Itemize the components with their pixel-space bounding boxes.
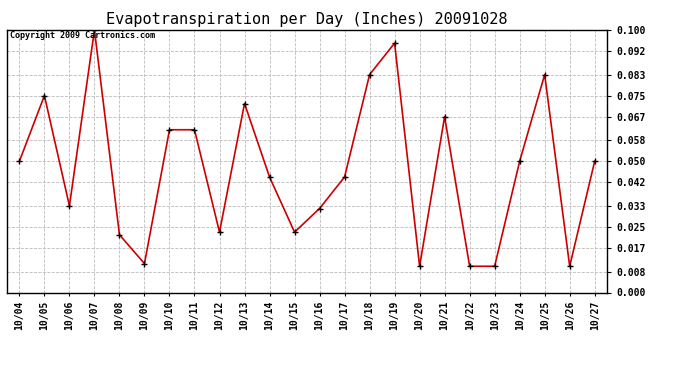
Title: Evapotranspiration per Day (Inches) 20091028: Evapotranspiration per Day (Inches) 2009… bbox=[106, 12, 508, 27]
Text: Copyright 2009 Cartronics.com: Copyright 2009 Cartronics.com bbox=[10, 32, 155, 40]
